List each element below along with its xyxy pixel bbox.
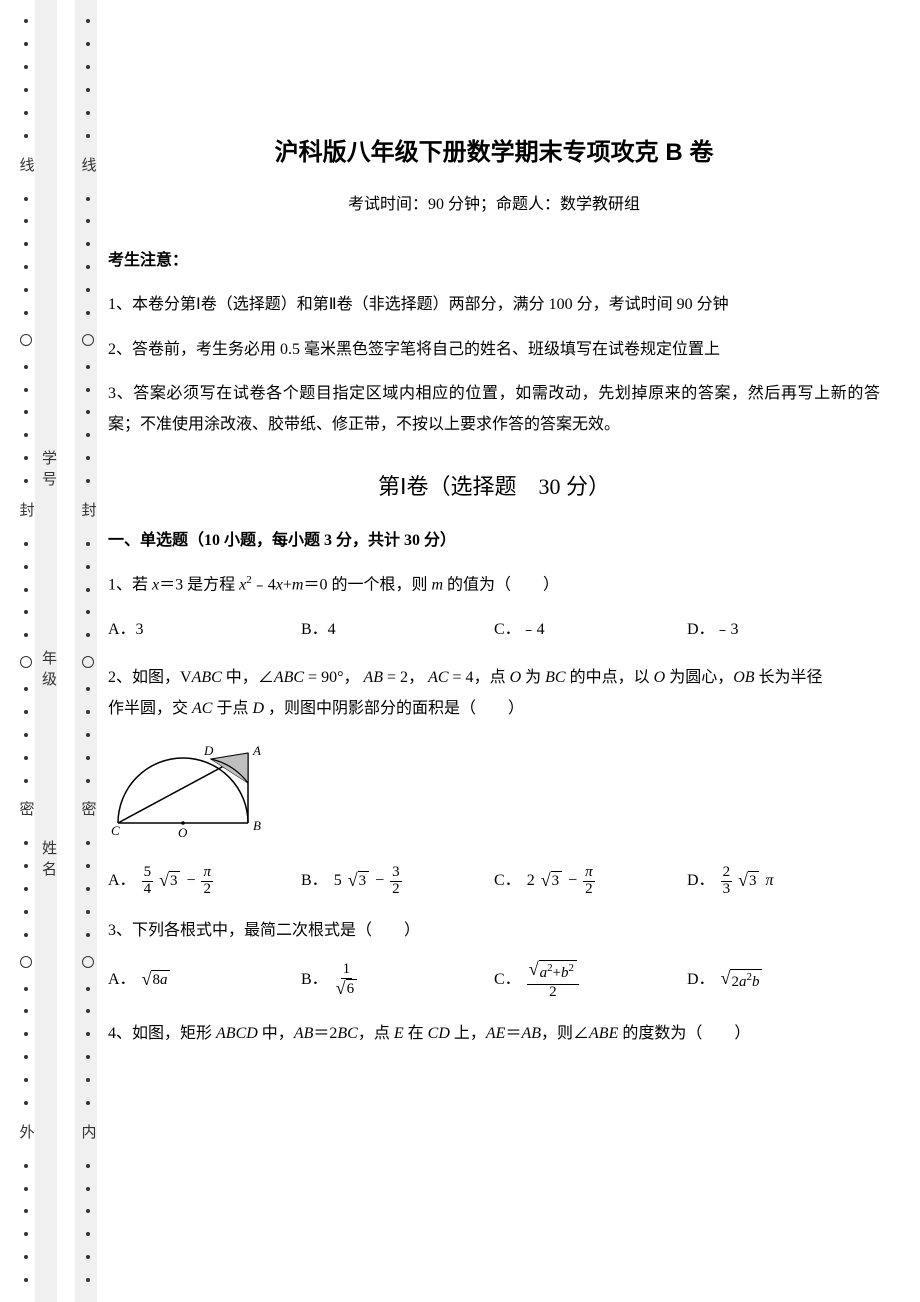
question-1: 1、若 x＝3 是方程 x2﹣4x+m＝0 的一个根，则 m 的值为（ ） [108, 570, 880, 601]
q2-d-label: D． [687, 866, 715, 896]
q3-options: A． √8a B． 1√6 C． √a2+b22 D． √2a2b [108, 960, 880, 1000]
q2-abc2: ABC [274, 669, 304, 686]
q4-t5: 上， [450, 1025, 486, 1042]
question-4: 4、如图，矩形 ABCD 中，AB＝2BC，点 E 在 CD 上，AE＝AB，则… [108, 1019, 880, 1049]
q4-ab2: AB [521, 1025, 541, 1042]
q2-t4: ， [408, 669, 424, 686]
q3-option-d: D． √2a2b [687, 960, 880, 1000]
svg-text:A: A [252, 743, 261, 758]
svg-text:O: O [178, 825, 188, 838]
q4-t2: 中， [258, 1025, 294, 1042]
exam-subtitle: 考试时间：90 分钟；命题人：数学教研组 [108, 190, 880, 220]
q1-option-b: B．4 [301, 615, 494, 645]
q4-t3: ，点 [358, 1025, 394, 1042]
q2-ac: AC [428, 669, 448, 686]
q4-ae: AE [486, 1025, 506, 1042]
notice-item-3: 3、答案必须写在试卷各个题目指定区域内相应的位置，如需改动，先划掉原来的答案，然… [108, 379, 880, 440]
q2-a-label: A． [108, 866, 136, 896]
margin-strip-outer: 学号年级姓名 [35, 0, 57, 1302]
q1-text-3: ＝0 的一个根，则 [303, 576, 431, 593]
q3-c-label: C． [494, 965, 521, 995]
q2-options: A． 54√3 − π2 B． 5√3 − 32 C． 2√3 − π2 D． … [108, 865, 880, 898]
q3-a-label: A． [108, 965, 136, 995]
subsection-heading: 一、单选题（10 小题，每小题 3 分，共计 30 分） [108, 526, 880, 556]
exam-content: 沪科版八年级下册数学期末专项攻克 B 卷 考试时间：90 分钟；命题人：数学教研… [108, 0, 880, 1063]
dotted-line-inner: 线封密内 [78, 0, 98, 1302]
q1-option-c: C．﹣4 [494, 615, 687, 645]
svg-text:D: D [203, 743, 214, 758]
q4-ab: AB [294, 1025, 314, 1042]
q3-option-c: C． √a2+b22 [494, 960, 687, 1000]
q1-option-a: A．3 [108, 615, 301, 645]
q2-ac2: AC [192, 700, 212, 717]
q2-option-d: D． 23√3π [687, 865, 880, 898]
margin-field-label: 学号 [38, 450, 59, 492]
margin-field-label: 年级 [38, 650, 59, 692]
q1-text-2: ＝3 是方程 [159, 576, 239, 593]
q2-c-label: C． [494, 866, 521, 896]
q2-t2: 中， [222, 669, 258, 686]
q2-t1: 2、如图， [108, 669, 180, 686]
q2-t3: ， [343, 669, 359, 686]
question-2: 2、如图，VABC 中，∠ABC = 90°， AB = 2， AC = 4，点… [108, 663, 880, 724]
q4-abcd: ABCD [216, 1025, 258, 1042]
notice-item-2: 2、答卷前，考生务必用 0.5 毫米黑色签字笔将自己的姓名、班级填写在试卷规定位… [108, 335, 880, 365]
q4-cd: CD [428, 1025, 450, 1042]
q2-t12: ，则图中阴影部分的面积是（ ） [264, 700, 524, 717]
q4-e: E [394, 1025, 404, 1042]
q3-b-label: B． [301, 965, 328, 995]
q2-t9: 长为半径 [755, 669, 823, 686]
q1-var-m: m [292, 576, 304, 593]
q2-ob: OB [733, 669, 754, 686]
q2-abc: ABC [192, 669, 222, 686]
q2-t11: 于点 [212, 700, 252, 717]
svg-text:C: C [111, 823, 120, 838]
notice-heading: 考生注意： [108, 246, 880, 276]
q2-ab: AB [363, 669, 383, 686]
q2-bc: BC [545, 669, 565, 686]
q2-t5: ，点 [474, 669, 510, 686]
q3-option-a: A． √8a [108, 960, 301, 1000]
q4-t6: ，则 [541, 1025, 573, 1042]
q2-d: D [252, 700, 264, 717]
q1-sup: 2 [246, 574, 252, 586]
q2-t7: 的中点，以 [566, 669, 654, 686]
q3-option-b: B． 1√6 [301, 960, 494, 1000]
q2-o: O [510, 669, 522, 686]
exam-title: 沪科版八年级下册数学期末专项攻克 B 卷 [108, 130, 880, 176]
q2-figure: C O B A D [108, 738, 880, 849]
q1-var-m2: m [431, 576, 443, 593]
q1-text-4: 的值为（ ） [443, 576, 559, 593]
q2-t6: 为 [521, 669, 545, 686]
q4-t7: 的度数为（ ） [618, 1025, 750, 1042]
question-3: 3、下列各根式中，最简二次根式是（ ） [108, 916, 880, 946]
q4-t4: 在 [404, 1025, 428, 1042]
q2-o2: O [654, 669, 666, 686]
q2-option-b: B． 5√3 − 32 [301, 865, 494, 898]
dotted-line-outer: 线封密外 [16, 0, 36, 1302]
q3-d-label: D． [687, 965, 715, 995]
q1-text-1: 1、若 [108, 576, 152, 593]
section-1-heading: 第Ⅰ卷（选择题 30 分） [108, 466, 880, 508]
q1-options: A．3 B．4 C．﹣4 D．﹣3 [108, 615, 880, 645]
q2-t8: 为圆心， [665, 669, 733, 686]
q1-option-d: D．﹣3 [687, 615, 880, 645]
notice-item-1: 1、本卷分第Ⅰ卷（选择题）和第Ⅱ卷（非选择题）两部分，满分 100 分，考试时间… [108, 290, 880, 320]
q2-option-c: C． 2√3 − π2 [494, 865, 687, 898]
q2-option-a: A． 54√3 − π2 [108, 865, 301, 898]
q4-abe: ABE [589, 1025, 618, 1042]
svg-text:B: B [253, 818, 261, 833]
q4-t1: 4、如图，矩形 [108, 1025, 216, 1042]
q4-bc: BC [337, 1025, 357, 1042]
q2-b-label: B． [301, 866, 328, 896]
q1-var-x2: x [276, 576, 283, 593]
margin-field-label: 姓名 [38, 840, 59, 882]
q2-t10: 作半圆，交 [108, 700, 192, 717]
